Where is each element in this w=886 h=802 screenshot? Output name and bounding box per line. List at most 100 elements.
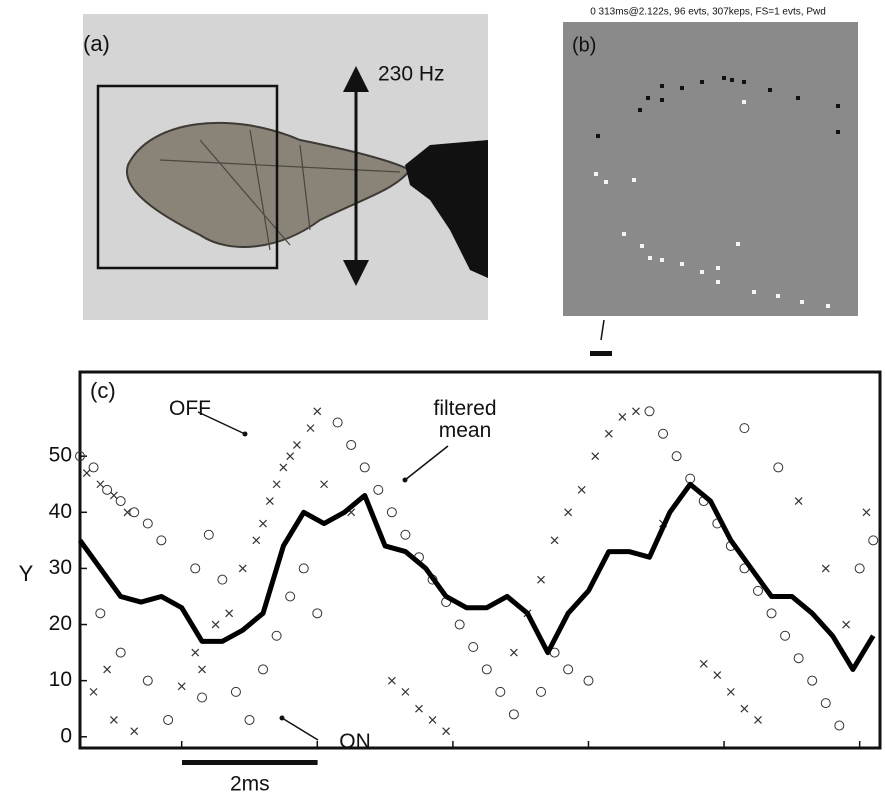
on-event (671, 451, 682, 462)
on-event (217, 574, 228, 585)
series-annotation: OFF (169, 397, 211, 420)
off-event (428, 716, 437, 724)
on-event (868, 535, 879, 546)
off-event (550, 536, 559, 545)
off-event (123, 508, 132, 517)
on-event (386, 507, 397, 518)
on-event (495, 686, 506, 697)
on-event (739, 423, 750, 434)
on-event (285, 591, 296, 602)
scale-bar (182, 760, 318, 765)
annotation-arrow (197, 411, 246, 435)
y-tick-label: 50 (49, 444, 72, 467)
off-event (794, 497, 803, 505)
panel-label: (a) (83, 31, 110, 56)
off-event (109, 716, 118, 724)
off-event (577, 485, 586, 494)
on-event (129, 507, 140, 518)
off-event (604, 429, 613, 438)
event-frame: 0 313ms@2.122s, 96 evts, 307keps, FS=1 e… (563, 7, 858, 356)
on-event (115, 496, 126, 507)
on-event (88, 462, 99, 473)
off-event (740, 704, 749, 713)
off-event (272, 480, 281, 489)
arrow-head (242, 431, 248, 437)
on-event (230, 686, 241, 697)
off-event (713, 671, 722, 679)
off-event (387, 676, 396, 685)
off-event (699, 659, 708, 668)
off-event (177, 682, 186, 691)
on-event (454, 619, 465, 630)
off-event (259, 519, 267, 528)
off-event (82, 469, 91, 477)
on-event (468, 641, 479, 652)
on-event (766, 608, 777, 619)
on-event (142, 518, 153, 529)
off-event (211, 620, 220, 629)
on-event (142, 675, 153, 686)
wing-photo: (a) 230 Hz (83, 14, 488, 320)
off-event (225, 609, 234, 618)
on-event (258, 664, 269, 675)
off-event (320, 480, 328, 489)
off-event (103, 665, 112, 674)
off-event (286, 452, 295, 461)
arrow-head (279, 715, 285, 721)
off-event (89, 687, 98, 696)
off-event (238, 564, 247, 573)
on-event (793, 653, 804, 664)
y-tick-label: 40 (49, 500, 72, 523)
off-event (109, 491, 118, 500)
off-event (821, 564, 830, 573)
on-event (197, 692, 208, 703)
on-event (583, 675, 594, 686)
on-event (95, 608, 106, 619)
on-event (332, 417, 343, 428)
off-event (130, 727, 139, 736)
off-event (509, 648, 518, 657)
on-event (346, 439, 357, 450)
off-event (198, 665, 206, 674)
off-event (96, 480, 105, 489)
off-event (265, 497, 274, 505)
off-event (564, 508, 573, 517)
off-event (754, 716, 762, 724)
on-event (75, 451, 85, 462)
off-event (313, 407, 322, 416)
series-annotation: ON (339, 730, 371, 753)
on-event (834, 720, 845, 731)
on-event (481, 664, 492, 675)
off-event (279, 463, 288, 472)
on-event (563, 664, 574, 675)
off-event (191, 648, 200, 657)
y-tick-label: 30 (49, 556, 72, 579)
y-tick-label: 10 (49, 668, 72, 691)
on-event (780, 630, 791, 641)
off-event (306, 424, 315, 433)
off-event (862, 508, 871, 517)
on-event (773, 462, 784, 473)
on-event (644, 406, 655, 417)
off-event (618, 412, 627, 421)
annotation-arrow (281, 717, 319, 741)
on-event (658, 428, 669, 439)
on-event (203, 529, 214, 540)
frame-header: 0 313ms@2.122s, 96 evts, 307keps, FS=1 e… (590, 7, 826, 18)
on-event (115, 647, 126, 658)
arrow-head (402, 477, 408, 483)
on-event (312, 608, 323, 619)
on-event (244, 714, 255, 725)
off-event (842, 620, 851, 629)
off-event (442, 727, 451, 736)
filtered-mean-line (77, 481, 876, 672)
off-event (591, 452, 600, 461)
scale-bar-label: 2ms (230, 773, 270, 796)
y-tick-label: 20 (49, 612, 72, 635)
on-event (854, 563, 865, 574)
on-event (298, 563, 309, 574)
off-event (415, 704, 423, 713)
off-event (726, 687, 735, 696)
